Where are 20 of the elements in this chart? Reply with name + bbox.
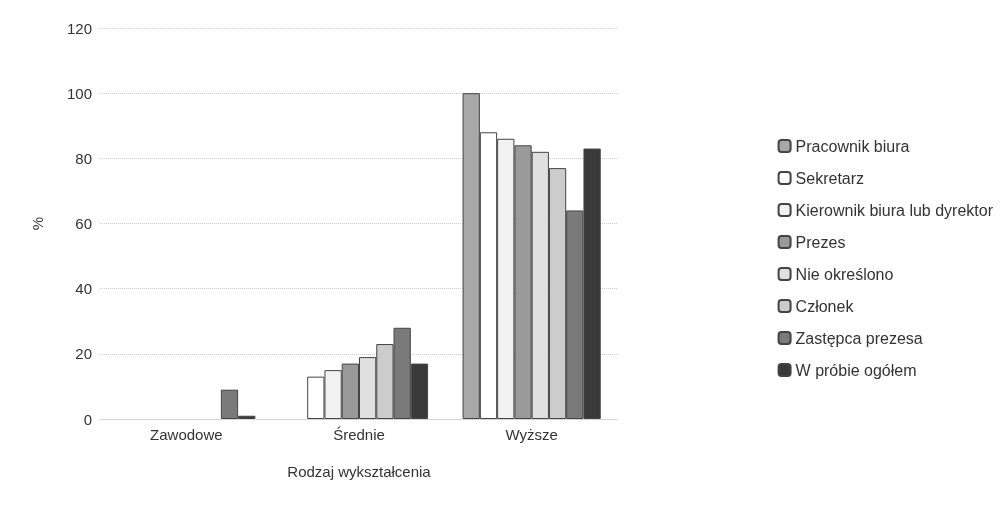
y-tick-label: 0 xyxy=(83,410,92,428)
y-tick-label: 40 xyxy=(75,280,92,298)
x-tick-label: Wyższe xyxy=(505,426,558,443)
legend-label: Zastępca prezesa xyxy=(795,329,923,347)
y-tick-label: 80 xyxy=(75,149,92,167)
y-tick-label: 100 xyxy=(66,84,92,102)
legend-label: Kierownik biura lub dyrektor xyxy=(795,201,994,219)
y-axis-title: % xyxy=(29,216,46,231)
y-tick-label: 20 xyxy=(75,345,92,363)
legend-label: Prezes xyxy=(795,233,846,251)
x-tick-label: Zawodowe xyxy=(150,426,223,443)
legend-label: Nie określono xyxy=(795,265,894,283)
x-axis-title: Rodzaj wykształcenia xyxy=(287,463,432,480)
legend-label: Sekretarz xyxy=(795,169,865,187)
legend-label: W próbie ogółem xyxy=(795,361,917,379)
y-tick-label: 120 xyxy=(66,19,92,37)
y-tick-label: 60 xyxy=(75,215,92,232)
legend-label: Członek xyxy=(795,297,855,315)
x-tick-label: Średnie xyxy=(333,426,385,443)
legend-label: Pracownik biura xyxy=(795,137,910,155)
